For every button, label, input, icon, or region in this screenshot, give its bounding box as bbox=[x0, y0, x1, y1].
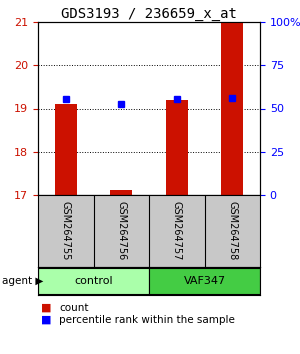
Text: VAF347: VAF347 bbox=[183, 276, 226, 286]
Text: GSM264758: GSM264758 bbox=[227, 201, 237, 261]
Title: GDS3193 / 236659_x_at: GDS3193 / 236659_x_at bbox=[61, 7, 237, 21]
Text: GSM264755: GSM264755 bbox=[61, 201, 71, 261]
Text: GSM264757: GSM264757 bbox=[172, 201, 182, 261]
Bar bbox=[55, 104, 77, 195]
Text: GSM264756: GSM264756 bbox=[116, 201, 126, 261]
Text: control: control bbox=[74, 276, 113, 286]
Text: percentile rank within the sample: percentile rank within the sample bbox=[59, 315, 235, 325]
Text: ■: ■ bbox=[41, 315, 52, 325]
Bar bbox=[149, 268, 260, 293]
Text: ■: ■ bbox=[41, 303, 52, 313]
Text: count: count bbox=[59, 303, 88, 313]
Text: agent ▶: agent ▶ bbox=[2, 276, 43, 286]
Bar bbox=[221, 22, 243, 195]
Bar bbox=[110, 190, 132, 195]
Bar bbox=[166, 100, 188, 195]
Bar bbox=[38, 268, 149, 293]
